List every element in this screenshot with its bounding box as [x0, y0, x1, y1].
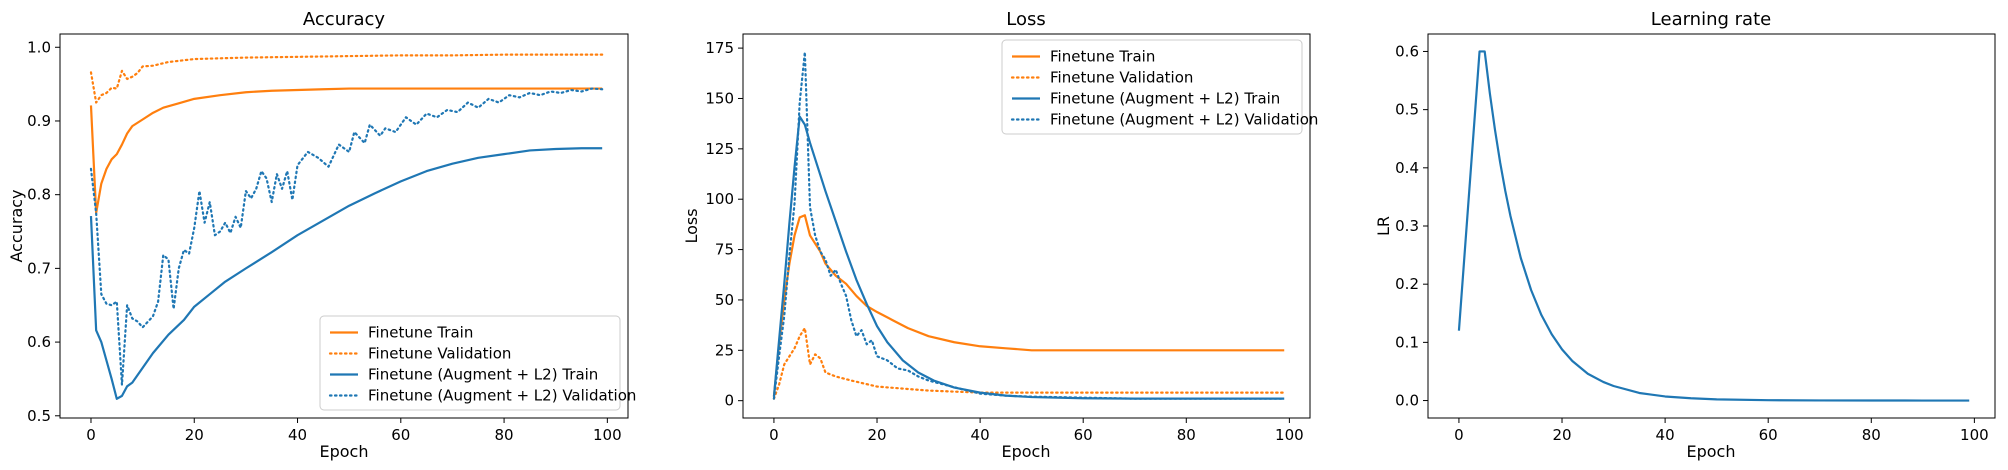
loss-chart-xlabel: Epoch — [1002, 442, 1051, 461]
loss-plot-frame — [742, 33, 1311, 419]
accuracy-series-line — [89, 87, 604, 386]
learning-rate-y-tick-label: 0.1 — [1395, 333, 1419, 351]
learning-rate-chart: Learning rate Epoch LR 0 20 40 60 80 100 0.0 0.… — [1374, 9, 1996, 461]
accuracy-x-tick-label: 80 — [495, 426, 514, 444]
accuracy-chart: Accuracy Epoch Accuracy 0 20 40 60 80 100 0.5 0… — [7, 9, 636, 461]
accuracy-legend-label: Finetune Validation — [368, 345, 511, 363]
accuracy-series-line — [89, 147, 603, 400]
learning-rate-y-tick-label: 0.4 — [1395, 159, 1419, 177]
loss-y-tick-label: 75 — [715, 241, 734, 259]
loss-legend-box — [1001, 39, 1303, 135]
loss-chart: Loss Epoch Loss 0 20 40 60 80 100 0 25 50 75 100 12… — [682, 9, 1318, 461]
loss-legend: Finetune Train Finetune Validation Finetun… — [1001, 39, 1318, 135]
accuracy-x-tick-label: 20 — [185, 426, 204, 444]
accuracy-legend-label: Finetune (Augment + L2) Validation — [368, 387, 636, 405]
accuracy-y-tick-label: 0.5 — [27, 407, 51, 425]
accuracy-x-tick-label: 100 — [593, 426, 622, 444]
loss-chart-title: Loss — [1006, 9, 1045, 30]
learning-rate-x-tick-label: 80 — [1862, 426, 1881, 444]
loss-y-tick-label: 150 — [705, 89, 734, 107]
accuracy-x-tick-label: 40 — [288, 426, 307, 444]
loss-x-tick-label: 60 — [1074, 426, 1093, 444]
accuracy-chart-ylabel: Accuracy — [7, 189, 26, 262]
loss-x-tick-label: 100 — [1275, 426, 1304, 444]
loss-legend-label: Finetune (Augment + L2) Validation — [1050, 111, 1318, 129]
accuracy-x-tick-label: 60 — [391, 426, 410, 444]
loss-y-tick-label: 25 — [715, 341, 734, 359]
accuracy-series-line — [89, 87, 603, 215]
accuracy-y-tick-label: 0.6 — [27, 333, 51, 351]
accuracy-series-line — [89, 53, 604, 104]
loss-y-tick-label: 100 — [705, 190, 734, 208]
loss-legend-label: Finetune (Augment + L2) Train — [1050, 90, 1280, 108]
accuracy-legend: Finetune Train Finetune Validation Finetun… — [319, 315, 636, 411]
loss-x-tick-label: 40 — [971, 426, 990, 444]
accuracy-legend-label: Finetune Train — [368, 324, 473, 342]
loss-series-line — [772, 51, 1286, 400]
loss-y-tick-label: 125 — [705, 140, 734, 158]
loss-x-tick-label: 80 — [1177, 426, 1196, 444]
loss-y-tick-label: 175 — [705, 39, 734, 57]
accuracy-y-tick-label: 0.7 — [27, 259, 51, 277]
learning-rate-x-tick-label: 0 — [1454, 426, 1464, 444]
loss-series-line — [772, 327, 1286, 400]
loss-legend-label: Finetune Validation — [1050, 69, 1193, 87]
learning-rate-series-line — [1457, 50, 1970, 402]
learning-rate-x-tick-label: 40 — [1656, 426, 1675, 444]
loss-chart-ylabel: Loss — [682, 208, 701, 243]
learning-rate-y-tick-label: 0.0 — [1395, 392, 1419, 410]
accuracy-y-tick-label: 0.8 — [27, 186, 51, 204]
learning-rate-x-tick-label: 20 — [1552, 426, 1571, 444]
accuracy-y-tick-label: 1.0 — [27, 38, 51, 56]
accuracy-chart-xlabel: Epoch — [320, 442, 369, 461]
accuracy-plot-frame — [59, 33, 629, 419]
loss-x-tick-label: 0 — [769, 426, 779, 444]
accuracy-x-tick-label: 0 — [86, 426, 96, 444]
loss-y-tick-label: 0 — [724, 392, 734, 410]
loss-legend-label: Finetune Train — [1050, 48, 1155, 66]
accuracy-y-tick-label: 0.9 — [27, 112, 51, 130]
learning-rate-y-tick-label: 0.6 — [1395, 42, 1419, 60]
learning-rate-x-tick-label: 100 — [1960, 426, 1989, 444]
loss-y-tick-label: 50 — [715, 291, 734, 309]
accuracy-legend-label: Finetune (Augment + L2) Train — [368, 366, 598, 384]
accuracy-legend-box — [319, 315, 621, 411]
learning-rate-y-tick-label: 0.5 — [1395, 101, 1419, 119]
learning-rate-chart-xlabel: Epoch — [1687, 442, 1736, 461]
learning-rate-y-tick-label: 0.2 — [1395, 275, 1419, 293]
learning-rate-chart-ylabel: LR — [1374, 216, 1393, 236]
learning-rate-y-tick-label: 0.3 — [1395, 217, 1419, 235]
accuracy-chart-title: Accuracy — [303, 9, 386, 30]
loss-x-tick-label: 20 — [867, 426, 886, 444]
learning-rate-chart-title: Learning rate — [1651, 9, 1771, 30]
learning-rate-x-tick-label: 60 — [1759, 426, 1778, 444]
